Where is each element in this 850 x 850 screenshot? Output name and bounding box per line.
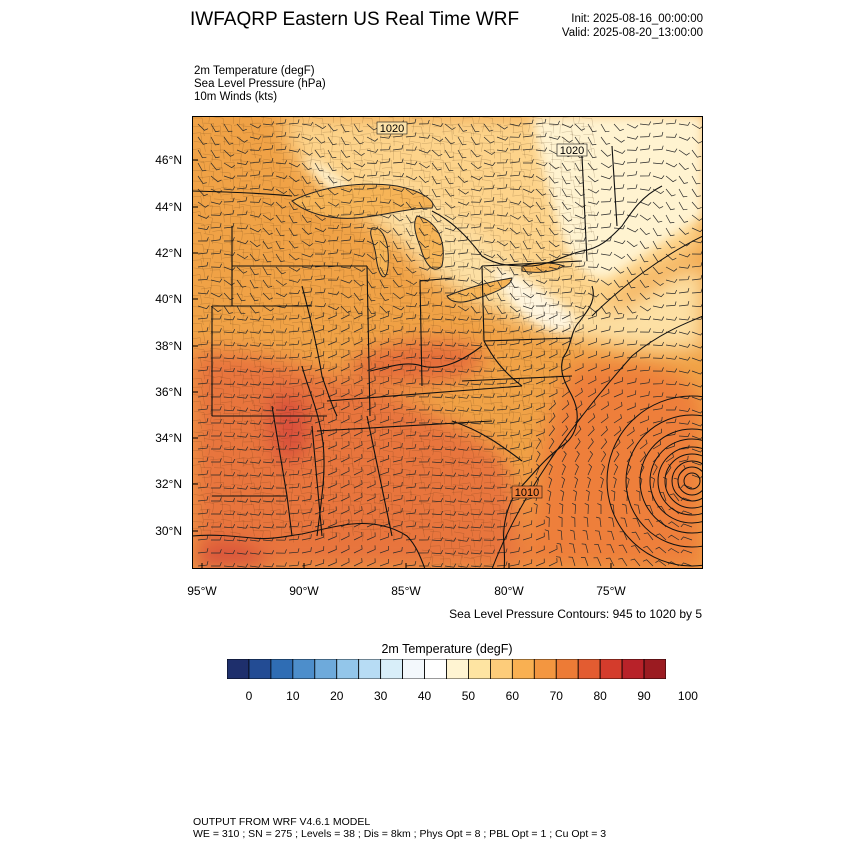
colorbar-tick-label: 40 [417,689,432,703]
colorbar-box [489,659,513,679]
lat-label-46: 46°N [155,153,182,167]
lat-label-36: 36°N [155,385,182,399]
lon-label-75: 75°W [596,584,626,598]
contour-label-1010: 1010 [515,487,539,499]
lon-label-85: 85°W [391,584,421,598]
border-al-ga [366,415,393,537]
valid-time: Valid: 2025-08-20_13:00:00 [561,27,703,39]
cyclone-contour-1 [683,472,701,490]
contour-note: Sea Level Pressure Contours: 945 to 1020… [449,607,702,621]
contour-labels: 1020 1020 1010 [376,121,588,499]
border-mississippi [301,365,325,537]
lake-huron [414,215,444,270]
lat-label-38: 38°N [155,339,182,353]
colorbar-box [511,659,535,679]
canada-border [192,185,663,267]
border-ms-al [311,425,323,537]
cyclone-contour-2 [677,466,703,496]
colorbar-tick-label: 10 [286,689,300,703]
colorbar-box [314,659,338,679]
border-il-in [366,265,371,417]
variable-label-temperature: 2m Temperature (degF) [194,65,315,77]
colorbar-box [599,659,623,679]
variable-label-winds: 10m Winds (kts) [194,91,278,103]
colorbar-tick-label: 90 [637,689,651,703]
isobar-1010 [491,315,703,569]
pressure-contours [491,235,703,569]
contour-label-1020-west: 1020 [380,123,404,135]
lon-label-95: 95°W [187,584,217,598]
temperature-field-cool-ne [532,116,703,279]
colorbar-box [292,659,316,679]
colorbar-tick-label: 30 [373,689,388,703]
colorbar-tick-label: 0 [245,689,253,703]
lon-label-80: 80°W [494,584,524,598]
cyclone-contour-7 [639,428,703,534]
atlantic-coastline [503,285,594,569]
colorbar-box [336,659,360,679]
border-mi-oh [419,277,453,282]
colorbar-box [270,659,294,679]
border-oh-pa [481,265,485,342]
isobar-1015 [591,235,703,317]
temperature-field-hot-kentucky [342,340,484,386]
temperature-field-mild-lakes [372,176,703,351]
lon-label-90: 90°W [289,584,319,598]
colorbar [227,659,666,679]
colorbar-box [424,659,447,679]
colorbar-tick-label: 80 [593,689,607,703]
colorbar-tick-label: 70 [549,689,563,703]
colorbar-box [358,659,382,679]
lat-label-42: 42°N [155,246,182,260]
border-va-nc [461,375,573,382]
lat-label-40: 40°N [155,292,182,306]
colorbar-box [577,659,601,679]
colorbar-box [380,659,403,679]
footer-config: WE = 310 ; SN = 275 ; Levels = 38 ; Dis … [193,828,607,840]
colorbar-box [468,659,491,679]
colorbar-title: 2m Temperature (degF) [381,642,513,656]
border-tn-ga [316,420,493,432]
cyclone-contour-8 [625,414,703,548]
colorbar-box [555,659,579,679]
county-borders [192,116,596,569]
lat-label-44: 44°N [155,200,182,214]
border-pa-ny [481,260,583,267]
colorbar-box [248,659,272,679]
map-ticks [192,159,612,569]
colorbar-box [446,659,469,679]
colorbar-box [227,659,250,679]
colorbar-tick-label: 100 [677,689,698,703]
colorbar-tick-label: 20 [330,689,344,703]
contour-label-1020-east: 1020 [560,145,584,157]
variable-label-pressure: Sea Level Pressure (hPa) [194,78,326,90]
cyclone-contour-6 [649,438,703,524]
colorbar-box [533,659,557,679]
border-pa-md [483,337,573,342]
cyclone-contour-5 [657,446,703,516]
footer-model: OUTPUT FROM WRF V4.6.1 MODEL [193,816,371,828]
cyclone-contour-3 [671,460,703,502]
lat-label-30: 30°N [155,524,182,538]
colorbar-box [402,659,425,679]
cyclone-contour-9 [606,395,703,567]
temperature-field-very-hot-gulf [192,542,272,569]
cyclone-contour-4 [664,453,703,509]
colorbar-box [621,659,645,679]
init-time: Init: 2025-08-16_00:00:00 [571,13,703,25]
lat-label-34: 34°N [155,431,182,445]
lat-label-32: 32°N [155,477,182,491]
chart-title: IWFAQRP Eastern US Real Time WRF [190,9,520,30]
colorbar-tick-label: 50 [461,689,476,703]
border-nh-me [611,145,618,227]
colorbar-box [643,659,666,679]
map-frame [192,116,703,569]
colorbar-tick-label: 60 [505,689,520,703]
border-wv-va [483,340,523,387]
border-ky-oh-river [369,345,483,372]
border-nc-sc [451,420,523,462]
border-ny-vt [581,155,588,262]
weather-map: 1020 1020 1010 [192,116,703,569]
